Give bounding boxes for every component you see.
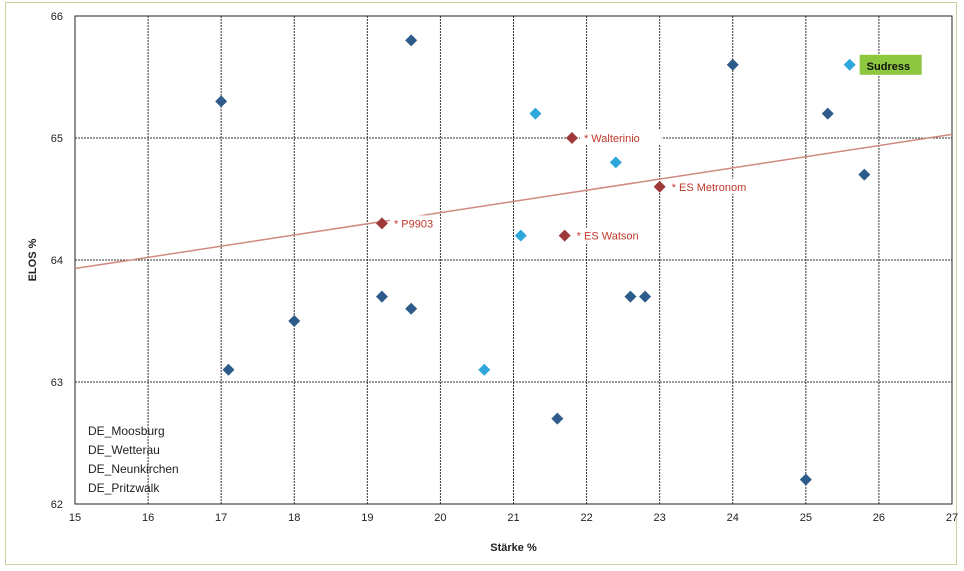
point-label: * P9903: [394, 218, 433, 230]
annotation-box: [859, 54, 922, 75]
chart-frame: [5, 2, 957, 565]
x-tick-label: 24: [727, 512, 739, 524]
y-axis-title: ELOS %: [27, 238, 39, 281]
point-labels: * Walterinio * ES Metronom * P9903 * ES Wat…: [389, 130, 756, 243]
annotation-label: Sudress: [867, 61, 910, 73]
grid: [74, 15, 953, 505]
data-point: [551, 412, 564, 425]
x-tick-label: 25: [800, 512, 812, 524]
x-axis-title: Stärke %: [490, 542, 537, 554]
legend-text: DE_Moosburg DE_Wetterau DE_Neunkirchen DE_P…: [88, 424, 179, 495]
point-label-bg: [572, 227, 648, 243]
data-points: [215, 34, 871, 486]
x-tick-label: 19: [361, 512, 373, 524]
x-tick-label: 20: [434, 512, 446, 524]
x-tick-label: 16: [142, 512, 154, 524]
x-tick-label: 26: [873, 512, 885, 524]
data-point: [529, 107, 542, 120]
y-tick-label: 63: [51, 377, 63, 389]
data-point: [609, 156, 622, 169]
legend-line: DE_Wetterau: [88, 443, 160, 457]
data-point: [405, 34, 418, 47]
data-point: [405, 302, 418, 315]
data-point: [565, 132, 578, 144]
x-tick-label: 21: [507, 512, 519, 524]
data-point: [222, 363, 235, 376]
legend-line: DE_Moosburg: [88, 424, 165, 438]
data-point: [375, 217, 388, 230]
x-axis-ticks: 15 16 17 18 19 20 21 22 23 24 25 26 27: [69, 512, 958, 524]
data-point: [558, 229, 571, 242]
data-point: [639, 290, 652, 303]
y-tick-label: 62: [51, 499, 63, 511]
data-point: [514, 229, 527, 242]
point-label: * ES Metronom: [672, 182, 747, 194]
y-tick-label: 64: [51, 255, 63, 267]
trendline: [74, 133, 953, 270]
point-label-bg: [667, 178, 756, 194]
plot-area: [74, 15, 953, 505]
y-tick-label: 65: [51, 133, 63, 145]
data-point: [624, 290, 637, 303]
x-tick-label: 23: [654, 512, 666, 524]
data-point: [858, 168, 871, 181]
x-tick-label: 27: [946, 512, 958, 524]
legend-line: DE_Pritzwalk: [88, 481, 160, 495]
data-point: [375, 290, 388, 303]
point-label-bg: [389, 215, 441, 231]
x-tick-label: 22: [580, 512, 592, 524]
data-point: [821, 107, 834, 120]
point-label: * ES Watson: [577, 231, 639, 243]
annotations: Sudress: [859, 54, 922, 75]
x-tick-label: 18: [288, 512, 300, 524]
data-point: [726, 58, 739, 71]
data-point: [843, 58, 856, 71]
y-tick-label: 66: [51, 11, 63, 23]
legend-line: DE_Neunkirchen: [88, 462, 179, 476]
data-point: [653, 180, 666, 193]
data-point: [288, 315, 301, 327]
x-tick-label: 15: [69, 512, 81, 524]
point-label: * Walterinio: [584, 133, 640, 145]
data-point: [215, 95, 228, 108]
x-tick-label: 17: [215, 512, 227, 524]
y-axis-ticks: 62 63 64 65 66: [51, 11, 63, 511]
point-label-bg: [579, 130, 662, 145]
data-point: [799, 473, 812, 486]
data-point: [478, 363, 491, 376]
